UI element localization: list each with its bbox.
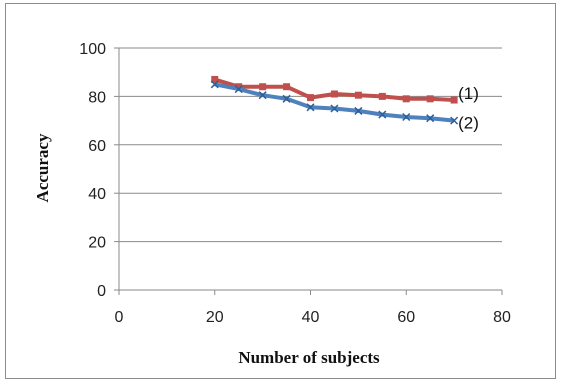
data-point	[378, 92, 386, 100]
data-point	[450, 96, 458, 104]
data-point	[426, 95, 434, 103]
data-point	[330, 104, 339, 113]
y-tick-label-0: 0	[97, 283, 106, 300]
y-tick-label-80: 80	[88, 89, 106, 106]
data-point	[210, 80, 219, 89]
x-tick-label-40: 40	[302, 309, 320, 326]
data-point	[402, 95, 410, 103]
data-point	[450, 116, 459, 125]
data-point	[354, 106, 363, 115]
data-point	[402, 112, 411, 122]
data-point	[283, 83, 291, 91]
series-group	[210, 75, 459, 125]
data-point	[378, 110, 387, 119]
data-point-stroke	[378, 110, 387, 119]
x-tick-label-60: 60	[397, 309, 415, 326]
data-point-stroke	[210, 80, 219, 89]
series-1	[211, 75, 458, 104]
data-point	[259, 83, 267, 91]
series-labels: (1) (2)	[458, 84, 479, 133]
series-2	[210, 80, 459, 125]
data-point-stroke	[282, 94, 291, 103]
data-point-stroke	[234, 85, 243, 94]
data-point-stroke	[258, 91, 267, 100]
data-point	[426, 114, 435, 123]
y-tick-labels: 0 20 40 60 80 100	[79, 41, 119, 300]
y-axis-title: Accuracy	[33, 133, 52, 202]
data-point-stroke	[354, 106, 363, 115]
axes	[118, 48, 502, 291]
data-point	[282, 94, 291, 103]
series-label-1: (1)	[458, 84, 479, 103]
data-point-stroke	[306, 103, 315, 112]
x-axis-title: Number of subjects	[238, 348, 380, 367]
data-point	[306, 103, 315, 112]
x-tick-labels: 0 20 40 60 80	[115, 290, 511, 326]
data-point	[354, 91, 362, 99]
series-line-2	[214, 82, 455, 123]
data-point-stroke	[426, 114, 435, 123]
y-tick-label-40: 40	[88, 186, 106, 203]
y-tick-label-20: 20	[88, 235, 106, 252]
y-tick-label-100: 100	[79, 41, 106, 58]
data-point	[307, 94, 314, 102]
series-label-2: (2)	[458, 114, 479, 133]
data-point-stroke	[402, 112, 411, 122]
x-tick-label-80: 80	[493, 309, 511, 326]
data-point	[235, 83, 243, 91]
y-tick-label-60: 60	[88, 138, 106, 155]
data-point-stroke	[450, 116, 459, 125]
data-point	[234, 85, 243, 94]
x-tick-label-20: 20	[206, 309, 224, 326]
data-point	[211, 75, 219, 83]
data-point-stroke	[330, 104, 339, 113]
data-point	[258, 91, 267, 100]
data-point	[330, 90, 338, 98]
chart-frame	[5, 3, 556, 379]
x-tick-label-0: 0	[115, 309, 124, 326]
gridlines	[119, 47, 502, 243]
